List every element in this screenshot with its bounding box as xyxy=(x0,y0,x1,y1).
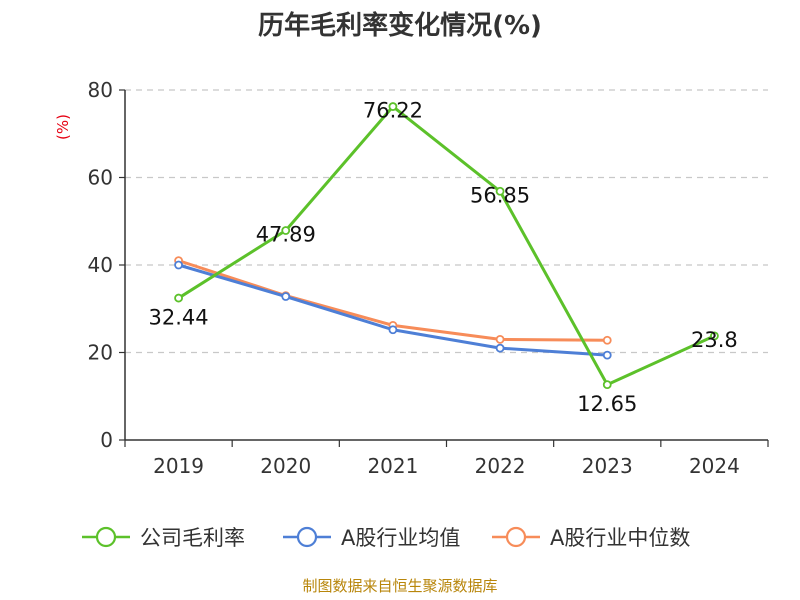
data-point xyxy=(495,343,505,353)
data-point xyxy=(174,260,183,270)
data-point xyxy=(174,293,183,303)
x-tick-label: 2020 xyxy=(260,454,311,478)
legend-label: 公司毛利率 xyxy=(140,526,245,550)
axes: 0 20 40 60 80 2019 2020 2021 2022 2023 2024 xyxy=(88,78,769,478)
data-labels: 32.44 47.89 76.22 56.85 12.65 23.8 xyxy=(149,99,738,416)
y-axis-unit-label: (%) xyxy=(54,114,72,140)
x-tick-label: 2022 xyxy=(475,454,526,478)
legend-marker xyxy=(296,526,318,548)
legend-label: A股行业中位数 xyxy=(550,526,690,550)
y-tick-label: 0 xyxy=(100,428,113,452)
x-tick-label: 2023 xyxy=(582,454,633,478)
chart-title: 历年毛利率变化情况(%) xyxy=(258,10,542,41)
data-label: 56.85 xyxy=(470,183,530,207)
data-label: 12.65 xyxy=(577,392,637,416)
y-tick-label: 40 xyxy=(88,253,113,277)
data-point xyxy=(388,102,398,111)
data-point xyxy=(602,380,612,390)
data-point xyxy=(388,325,398,335)
x-tick-label: 2019 xyxy=(153,454,204,478)
y-tick-label: 20 xyxy=(88,341,113,365)
legend-marker xyxy=(505,526,527,548)
y-tick-label: 80 xyxy=(88,78,113,102)
data-point xyxy=(281,292,291,301)
legend: 公司毛利率 A股行业均值 A股行业中位数 xyxy=(82,526,690,550)
data-point xyxy=(495,334,505,344)
data-point xyxy=(281,226,291,235)
data-label: 32.44 xyxy=(149,305,209,329)
legend-label: A股行业均值 xyxy=(341,526,460,550)
x-tick-label: 2021 xyxy=(367,454,418,478)
data-label: 76.22 xyxy=(363,99,423,123)
gridlines xyxy=(125,89,768,354)
y-tick-label: 60 xyxy=(88,166,113,190)
data-point xyxy=(602,335,612,345)
series-line-0 xyxy=(177,105,716,387)
x-tick-label: 2024 xyxy=(689,454,740,478)
series-line-1 xyxy=(178,263,608,357)
data-label: 23.8 xyxy=(691,328,738,352)
legend-marker xyxy=(95,526,117,548)
data-point xyxy=(602,350,612,360)
data-label: 47.89 xyxy=(256,222,316,246)
series-layer xyxy=(174,102,719,390)
data-point xyxy=(495,186,505,196)
source-note: 制图数据来自恒生聚源数据库 xyxy=(302,577,497,595)
data-point xyxy=(710,331,719,341)
